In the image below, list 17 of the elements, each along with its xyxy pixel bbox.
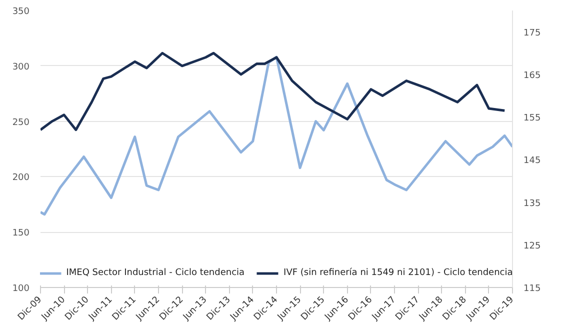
y-tick-label: 300 — [12, 62, 30, 72]
y2-tick-label: 125 — [524, 241, 541, 252]
legend-label: IMEQ Sector Industrial - Ciclo tendencia — [66, 268, 245, 278]
y-tick-label: 200 — [12, 173, 30, 184]
y2-tick-label: 175 — [524, 28, 541, 38]
y-tick-label: 150 — [12, 228, 30, 239]
y-tick-label: 350 — [12, 7, 30, 17]
line-series — [40, 56, 512, 216]
y2-tick-label: 135 — [524, 198, 541, 209]
y-tick-label: 250 — [12, 118, 30, 128]
line-series — [40, 52, 506, 132]
y-tick-label: 100 — [12, 284, 30, 294]
y2-tick-label: 145 — [524, 156, 541, 166]
y2-tick-label: 155 — [524, 114, 541, 124]
y2-tick-label: 115 — [524, 284, 541, 294]
y2-tick-label: 165 — [524, 70, 541, 81]
legend-label: IVF (sin refinería ni 1549 ni 2101) - Ciclo tendencia — [284, 268, 513, 278]
